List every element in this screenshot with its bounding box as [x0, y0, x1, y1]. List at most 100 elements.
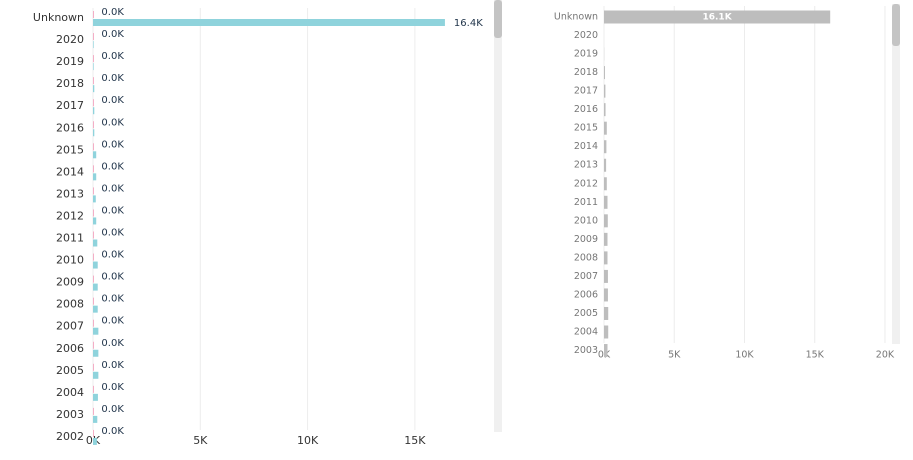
- data-label: 0.0K: [101, 139, 124, 150]
- bar: [604, 306, 609, 320]
- bar: [604, 158, 607, 172]
- bar: [604, 251, 608, 265]
- bar: [93, 261, 98, 269]
- data-label: 0.0K: [101, 338, 124, 349]
- bar: [93, 349, 99, 357]
- bar: [604, 269, 608, 283]
- y-tick-label: 2018: [56, 77, 84, 90]
- y-tick-label: 2002: [56, 430, 84, 443]
- bar: [604, 214, 608, 228]
- scrollbar-thumb[interactable]: [892, 4, 900, 46]
- bar: [604, 344, 608, 358]
- data-label: 0.0K: [101, 382, 124, 393]
- x-tick-label: 15K: [806, 350, 825, 361]
- y-tick-label: 2004: [574, 327, 598, 338]
- y-tick-label: 2010: [56, 254, 84, 267]
- bar: [93, 173, 97, 181]
- y-tick-label: 2016: [56, 121, 84, 134]
- y-tick-label: 2012: [574, 178, 598, 189]
- data-label: 0.0K: [101, 360, 124, 371]
- y-tick-label: 2013: [56, 187, 84, 200]
- scrollbar-track[interactable]: [494, 0, 502, 432]
- y-tick-label: 2014: [574, 141, 598, 152]
- bar: [93, 195, 96, 203]
- bar: [604, 84, 606, 98]
- y-tick-label: 2006: [56, 342, 84, 355]
- y-tick-label: 2011: [574, 197, 598, 208]
- bar: [93, 327, 99, 335]
- data-label: 0.0K: [101, 7, 124, 18]
- bar: [604, 325, 609, 339]
- bar: [93, 415, 98, 423]
- data-label: 0.0K: [101, 294, 124, 305]
- y-tick-label: 2020: [574, 30, 598, 41]
- data-label: 0.0K: [101, 205, 124, 216]
- scrollbar-thumb[interactable]: [494, 0, 502, 38]
- y-tick-label: 2019: [56, 55, 84, 68]
- y-tick-label: 2020: [56, 33, 84, 46]
- y-tick-label: 2010: [574, 215, 598, 226]
- y-tick-label: 2019: [574, 49, 598, 60]
- bar: [93, 63, 94, 71]
- y-tick-label: 2015: [56, 143, 84, 156]
- y-tick-label: 2018: [574, 67, 598, 78]
- x-tick-label: 10K: [297, 434, 319, 447]
- y-tick-label: 2009: [56, 276, 84, 289]
- data-label: 0.0K: [101, 404, 124, 415]
- data-label: 0.0K: [101, 161, 124, 172]
- y-tick-label: 2017: [56, 99, 84, 112]
- bar: [604, 232, 608, 246]
- y-tick-label: Unknown: [554, 12, 598, 23]
- x-tick-label: 20K: [876, 350, 895, 361]
- bar: [604, 66, 605, 80]
- bar: [93, 305, 98, 313]
- data-label: 16.4K: [454, 18, 483, 29]
- bar: [604, 103, 606, 117]
- bar: [93, 283, 98, 291]
- y-tick-label: 2014: [56, 165, 84, 178]
- y-tick-label: 2017: [574, 86, 598, 97]
- y-tick-label: 2012: [56, 209, 84, 222]
- bar: [604, 121, 607, 135]
- bar: [604, 140, 607, 154]
- bar: [93, 239, 98, 247]
- bar: [93, 371, 99, 379]
- bar: [93, 19, 445, 26]
- y-tick-label: 2016: [574, 104, 598, 115]
- bar: [93, 151, 97, 159]
- x-tick-label: 10K: [735, 350, 754, 361]
- y-tick-label: 2009: [574, 234, 598, 245]
- data-label: 0.0K: [101, 95, 124, 106]
- data-label: 0.0K: [101, 29, 124, 40]
- scrollbar-track[interactable]: [892, 4, 900, 344]
- data-label: 0.0K: [101, 228, 124, 239]
- data-label: 0.0K: [101, 426, 124, 437]
- y-tick-label: 2008: [56, 298, 84, 311]
- bar: [93, 85, 95, 93]
- bar: [93, 41, 94, 49]
- data-label: 0.0K: [101, 250, 124, 261]
- y-tick-label: 2003: [574, 345, 598, 356]
- data-label: 0.0K: [101, 73, 124, 84]
- data-label: 0.0K: [101, 51, 124, 62]
- y-tick-label: 2011: [56, 232, 84, 245]
- data-label: 0.0K: [101, 117, 124, 128]
- bar: [93, 437, 97, 445]
- bar: [93, 107, 95, 115]
- bar: [604, 177, 607, 191]
- data-label: 0.0K: [101, 183, 124, 194]
- y-tick-label: 2007: [574, 271, 598, 282]
- y-tick-label: 2004: [56, 386, 84, 399]
- y-tick-label: 2003: [56, 408, 84, 421]
- bar: [604, 288, 608, 302]
- bar: [604, 195, 608, 209]
- y-tick-label: 2007: [56, 320, 84, 333]
- bar: [604, 10, 831, 24]
- bar: [93, 217, 97, 225]
- y-tick-label: 2015: [574, 123, 598, 134]
- y-tick-label: 2008: [574, 252, 598, 263]
- x-tick-label: 5K: [668, 350, 681, 361]
- data-label: 0.0K: [101, 272, 124, 283]
- data-label: 0.0K: [101, 316, 124, 327]
